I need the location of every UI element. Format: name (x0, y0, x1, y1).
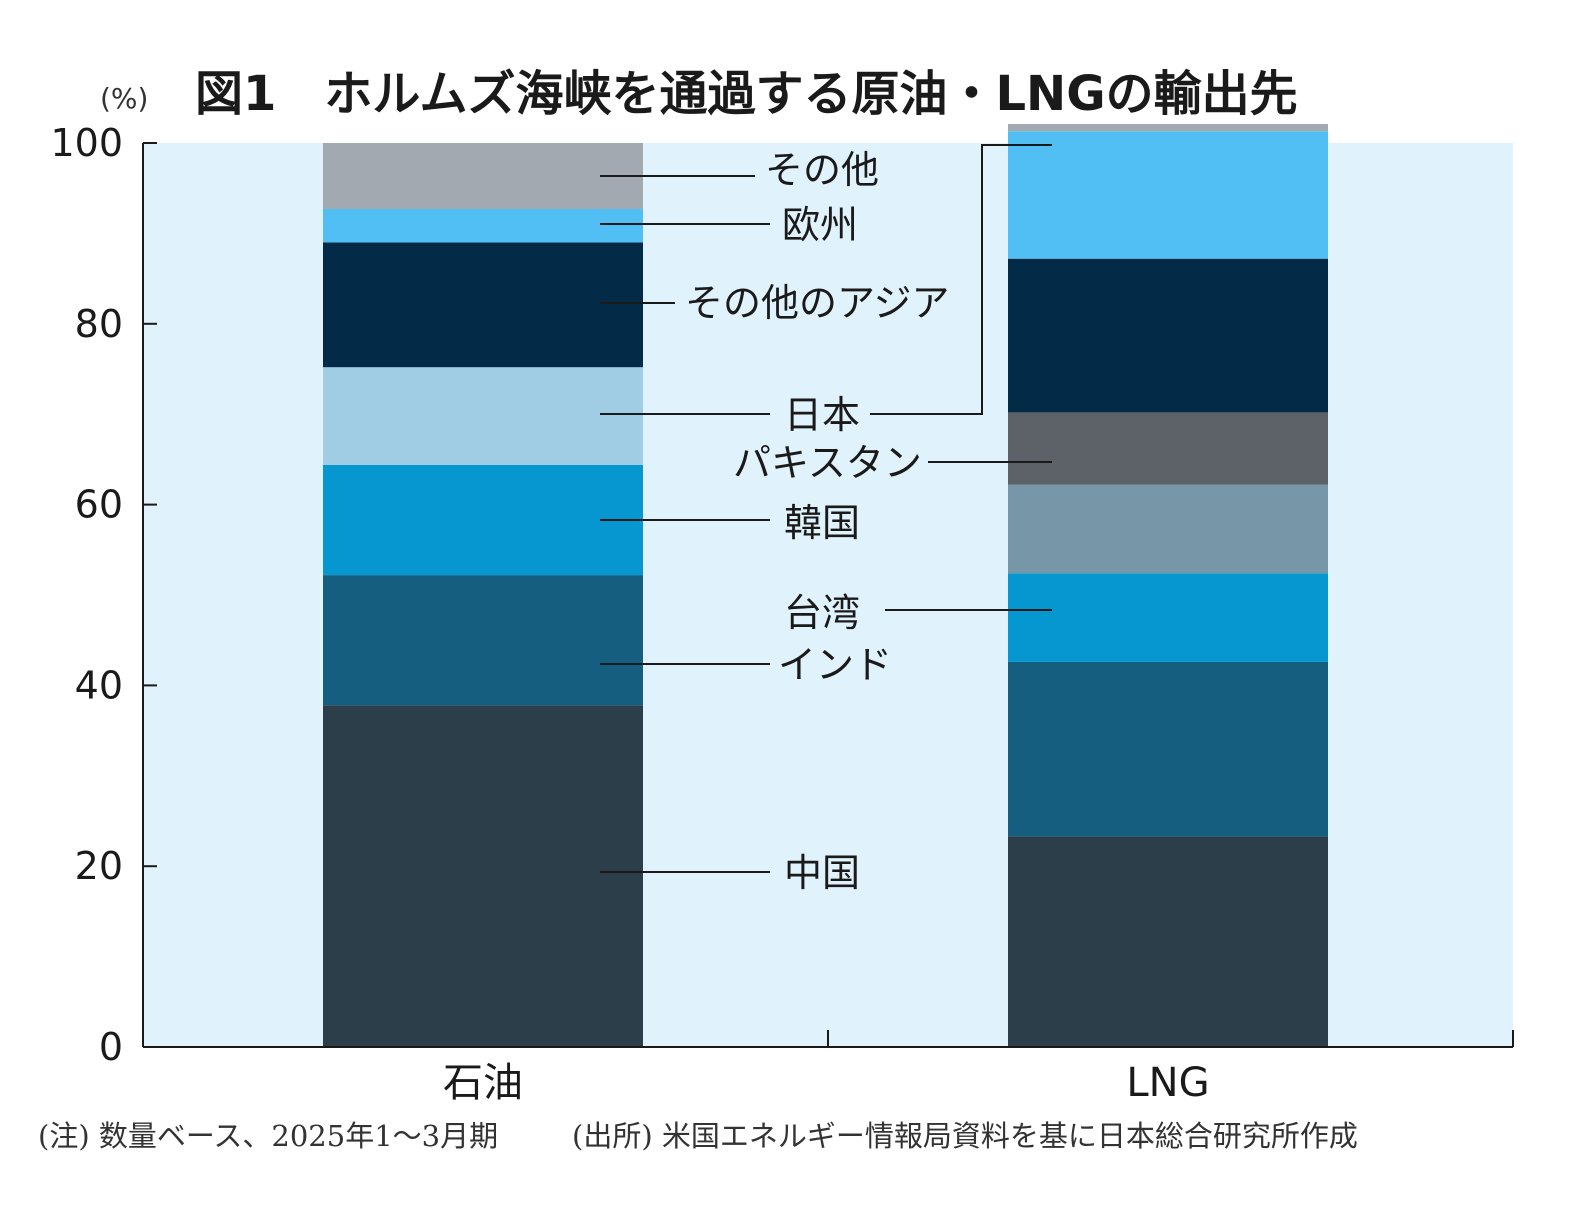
y-tick-label: 100 (50, 121, 123, 165)
series-label-oushu: 欧州 (782, 203, 858, 247)
y-tick-label: 20 (75, 844, 123, 888)
bar-segment (323, 143, 643, 209)
bar-segment (1008, 124, 1328, 132)
bar-segment (323, 705, 643, 1047)
series-label-india: インド (778, 643, 892, 687)
bar-segment (1008, 412, 1328, 485)
bar-segment (323, 464, 643, 576)
series-label-japan: 日本 (784, 393, 860, 437)
bar-segment (1008, 836, 1328, 1047)
bar-segment (323, 575, 643, 706)
footnote-source: (出所) 米国エネルギー情報局資料を基に日本総合研究所作成 (572, 1119, 1358, 1153)
y-ticks: 0 20 40 60 80 100 (50, 121, 157, 1069)
series-label-pakistan: パキスタン (733, 441, 922, 485)
bar-segment (1008, 484, 1328, 574)
bars-group (323, 124, 1328, 1047)
category-label-oil: 石油 (443, 1060, 523, 1106)
y-unit-label: (%) (100, 82, 148, 115)
bar-segment (1008, 131, 1328, 259)
bar-segment (323, 242, 643, 368)
series-label-china: 中国 (784, 851, 860, 895)
bar-segment (323, 367, 643, 465)
y-tick-label: 60 (75, 483, 123, 527)
bar-segment (323, 208, 643, 243)
bar-segment (1008, 258, 1328, 413)
y-tick-label: 0 (99, 1025, 123, 1069)
leader-lines (600, 144, 1052, 873)
series-label-taiwan: 台湾 (784, 591, 860, 635)
chart-title: 図1 ホルムズ海峡を通過する原油・LNGの輸出先 (195, 66, 1298, 122)
series-label-sonota: その他 (765, 148, 879, 192)
y-tick-label: 80 (75, 302, 123, 346)
bar-segment (1008, 573, 1328, 662)
series-label-korea: 韓国 (784, 501, 860, 545)
category-label-lng: LNG (1126, 1060, 1209, 1106)
leader-line-japan-lng (870, 144, 1052, 415)
bar-segment (1008, 661, 1328, 837)
footnote-note: (注) 数量ベース、2025年1～3月期 (38, 1119, 498, 1153)
series-label-sonota-asia: その他のアジア (685, 281, 949, 325)
y-tick-label: 40 (75, 663, 123, 707)
